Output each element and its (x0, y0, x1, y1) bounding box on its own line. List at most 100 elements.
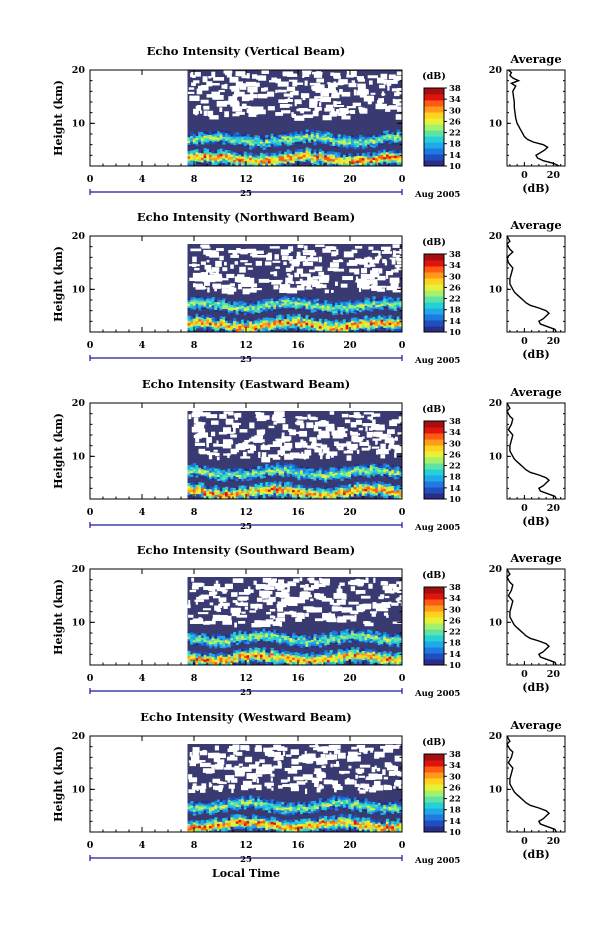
echo-cell (203, 304, 207, 308)
echo-cell (294, 469, 299, 473)
echo-cell (273, 480, 277, 484)
echo-cell (265, 326, 269, 330)
echo-cell (243, 322, 248, 326)
echo-cell (206, 492, 210, 496)
echo-cell (305, 468, 309, 472)
echo-cell (203, 131, 207, 134)
data-gap (204, 264, 212, 270)
echo-cell (200, 476, 205, 479)
echo-cell (364, 466, 368, 469)
data-gap (192, 582, 203, 588)
data-gap (361, 436, 365, 439)
echo-cell (324, 141, 328, 144)
echo-cell (233, 134, 237, 138)
echo-cell (393, 476, 398, 480)
echo-cell (367, 637, 371, 640)
echo-cell (241, 303, 245, 307)
echo-cell (273, 629, 277, 633)
echo-cell (326, 478, 331, 482)
echo-cell (206, 139, 210, 143)
echo-cell (206, 298, 210, 301)
data-gap (207, 110, 214, 117)
echo-cell (200, 494, 205, 498)
echo-cell (375, 483, 379, 487)
data-gap (247, 86, 258, 93)
echo-cell (308, 136, 312, 139)
data-gap (274, 254, 279, 260)
data-gap (284, 104, 293, 107)
echo-cell (192, 655, 197, 658)
echo-cell (270, 465, 274, 468)
echo-cell (259, 636, 264, 640)
data-gap (187, 403, 402, 411)
echo-cell (372, 486, 376, 490)
echo-cell (388, 301, 392, 304)
echo-cell (206, 662, 210, 665)
echo-cell (372, 152, 376, 156)
echo-cell (318, 305, 323, 309)
echo-cell (214, 136, 218, 140)
echo-cell (259, 482, 264, 486)
echo-cell (200, 322, 205, 325)
data-gap (309, 103, 318, 108)
echo-cell (198, 156, 202, 160)
echo-cell (351, 154, 355, 158)
echo-cell (369, 640, 374, 643)
echo-cell (300, 485, 304, 488)
echo-cell (324, 470, 328, 473)
echo-cell (206, 149, 210, 153)
colorbar-swatch (424, 160, 444, 167)
echo-cell (265, 302, 269, 306)
echo-cell (391, 638, 395, 642)
echo-cell (246, 320, 250, 324)
panel-title: Echo Intensity (Southward Beam) (137, 543, 355, 557)
echo-cell (310, 137, 315, 140)
echo-cell (294, 306, 299, 310)
echo-cell (233, 500, 236, 503)
echo-cell (321, 640, 325, 644)
echo-cell (361, 633, 366, 636)
echo-cell (353, 301, 358, 305)
data-gap (296, 255, 307, 262)
echo-cell (281, 637, 285, 640)
data-gap (211, 91, 220, 96)
data-gap (200, 110, 203, 114)
echo-cell (278, 300, 282, 304)
echo-cell (211, 157, 215, 161)
echo-cell (391, 494, 395, 498)
echo-cell (345, 477, 349, 481)
echo-cell (305, 152, 309, 155)
echo-cell (192, 488, 197, 492)
echo-cell (259, 630, 264, 634)
echo-cell (353, 467, 358, 471)
y-tick-label: 10 (72, 284, 86, 295)
echo-cell (225, 663, 229, 665)
echo-cell (324, 139, 328, 142)
data-gap (365, 577, 369, 581)
avg-x-tick-label: 0 (521, 170, 528, 181)
echo-cell (243, 639, 248, 642)
echo-cell (348, 141, 352, 145)
data-gap (282, 437, 286, 442)
data-gap (386, 83, 392, 86)
echo-cell (192, 495, 197, 499)
echo-cell (187, 303, 191, 306)
echo-cell (222, 635, 226, 639)
echo-cell (249, 146, 253, 150)
data-gap (223, 427, 231, 433)
data-gap (193, 417, 197, 424)
echo-cell (230, 494, 234, 498)
echo-cell (273, 140, 277, 143)
echo-cell (270, 143, 274, 147)
echo-cell (337, 632, 341, 636)
echo-cell (385, 470, 390, 474)
echo-cell (388, 151, 392, 154)
echo-cell (246, 303, 250, 306)
echo-cell (190, 131, 194, 135)
echo-cell (246, 153, 250, 157)
echo-cell (345, 629, 349, 632)
echo-cell (318, 140, 323, 144)
echo-cell (393, 157, 398, 161)
echo-cell (281, 135, 285, 139)
data-gap (197, 433, 209, 438)
